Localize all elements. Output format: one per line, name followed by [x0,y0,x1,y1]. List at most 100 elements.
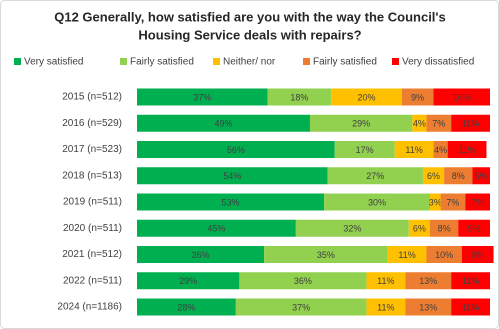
value-label: 11% [405,145,422,155]
y-tick-label: 2019 (n=511) [63,197,122,208]
legend-swatch [392,58,399,65]
legend-swatch [213,58,220,65]
value-label: 49% [214,119,232,129]
bar-segment [334,141,395,158]
y-tick-label: 2024 (n=1186) [57,302,122,313]
bar-segment [137,88,268,106]
value-label: 6% [427,171,440,181]
value-label: 11% [398,250,415,260]
bar-segment [405,298,452,316]
legend-label: Neither/ nor [223,57,276,68]
value-label: 9% [411,92,424,102]
legend-swatch [303,58,310,65]
legend-label: Fairly satisfied [130,57,194,68]
value-label: 29% [352,119,370,129]
chart-title: Housing Service deals with repairs? [138,27,361,42]
value-label: 5% [475,171,488,181]
bar-segment [394,141,434,158]
value-label: 11% [377,276,394,286]
bar-segment [324,193,430,211]
bar-segment [408,219,430,237]
value-label: 29% [179,276,197,286]
value-label: 11% [377,302,394,312]
value-label: 45% [207,224,225,234]
bar-segment [447,141,487,158]
value-label: 3% [429,197,442,207]
value-label: 11% [462,119,479,129]
bar-segment [426,246,462,263]
y-tick-label: 2022 (n=511) [63,275,122,286]
bar-segment [239,272,367,290]
value-label: 9% [471,250,484,260]
bar-segment [440,193,466,211]
value-label: 6% [413,224,426,234]
value-label: 54% [223,171,241,181]
value-label: 37% [292,302,310,312]
legend-swatch [14,58,21,65]
value-label: 27% [366,171,384,181]
bar-segment [331,88,402,106]
value-label: 32% [343,224,361,234]
value-label: 10% [435,250,453,260]
bar-segment [137,219,296,237]
bar-segment [458,219,490,237]
value-label: 13% [419,302,437,312]
value-label: 4% [413,119,426,129]
bar-segment [451,272,490,290]
bar-segment [472,167,490,185]
bar-segment [137,298,236,316]
bar-segment [401,88,434,106]
value-label: 8% [452,171,465,181]
y-tick-label: 2016 (n=529) [62,118,122,129]
bar-segment [295,219,409,237]
value-label: 56% [227,145,245,155]
y-tick-label: 2015 (n=512) [62,92,122,103]
value-label: 11% [462,276,479,286]
value-label: 4% [434,145,447,155]
bar-segment [429,193,441,211]
value-label: 11% [462,302,479,312]
bar-segment [264,246,388,263]
y-tick-label: 2021 (n=512) [62,249,122,260]
bar-segment [429,219,459,237]
bar-segment [433,141,448,158]
bar-segment [267,88,332,106]
value-label: 35% [317,250,335,260]
value-label: 7% [446,197,459,207]
bar-segment [461,246,494,263]
legend-label: Fairly satisfied [313,57,377,68]
bar-segment [327,167,423,185]
bar-segment [405,272,452,290]
value-label: 37% [193,92,211,102]
legend-swatch [120,58,127,65]
value-label: 7% [471,197,484,207]
bar-segment [137,114,310,132]
bar-segment [412,114,427,132]
bar-segment [137,193,325,211]
bar-segment [422,167,445,185]
y-tick-label: 2017 (n=523) [62,144,122,155]
bar-segment [137,272,240,290]
bar-segment [137,167,328,185]
value-label: 13% [419,276,437,286]
value-label: 28% [177,302,195,312]
value-label: 17% [356,145,374,155]
bar-segment [451,114,490,132]
value-label: 36% [294,276,312,286]
value-label: 16% [453,92,471,102]
value-label: 7% [432,119,445,129]
bar-segment [137,246,265,263]
value-label: 9% [468,224,481,234]
y-tick-label: 2018 (n=513) [62,170,122,181]
bar-segment [235,298,367,316]
legend-label: Very dissatisfied [402,57,474,68]
value-label: 11% [458,145,475,155]
value-label: 18% [290,92,308,102]
bar-segment [137,141,335,158]
value-label: 20% [357,92,375,102]
value-label: 36% [192,250,210,260]
bar-segment [433,88,490,106]
bar-segment [366,298,406,316]
value-label: 53% [222,197,240,207]
